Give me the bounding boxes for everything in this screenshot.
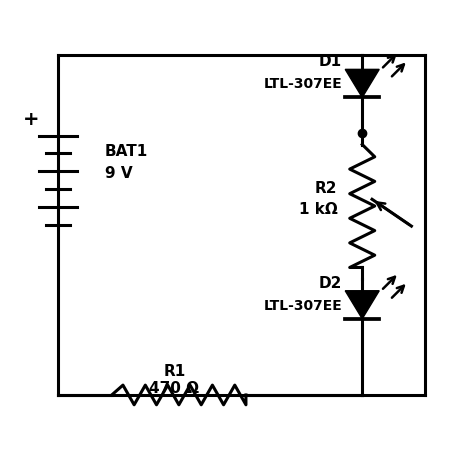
Text: D1: D1	[319, 54, 342, 69]
Text: LTL-307EE: LTL-307EE	[264, 298, 342, 312]
Text: 470 Ω: 470 Ω	[149, 381, 200, 396]
Text: +: +	[23, 110, 39, 130]
Polygon shape	[345, 69, 379, 97]
Text: 9 V: 9 V	[105, 166, 133, 181]
Text: BAT1: BAT1	[105, 144, 148, 159]
Text: R2: R2	[315, 181, 337, 197]
Text: R1: R1	[163, 364, 185, 379]
Text: LTL-307EE: LTL-307EE	[264, 77, 342, 91]
Text: D2: D2	[319, 276, 342, 291]
Polygon shape	[345, 291, 379, 319]
Text: 1 kΩ: 1 kΩ	[299, 202, 337, 217]
